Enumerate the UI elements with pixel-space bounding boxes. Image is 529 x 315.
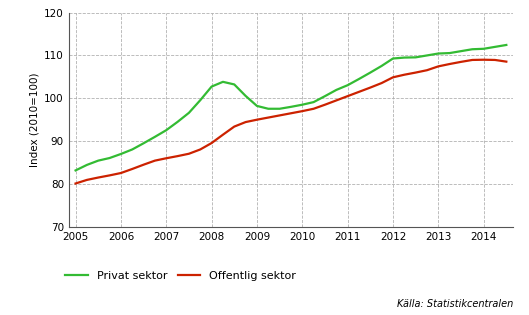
Privat sektor (458, 49, 464, 53)
Offentlig sektor (277, 113, 283, 117)
Privat sektor (208, 85, 215, 89)
Offentlig sektor (152, 159, 158, 163)
Offentlig sektor (413, 71, 419, 74)
Offentlig sektor (118, 171, 124, 175)
Privat sektor (503, 43, 509, 47)
Privat sektor (242, 94, 249, 98)
Offentlig sektor (311, 107, 317, 111)
Privat sektor (95, 159, 102, 163)
Offentlig sektor (140, 163, 147, 167)
Offentlig sektor (299, 109, 305, 113)
Privat sektor (311, 100, 317, 104)
Offentlig sektor (163, 156, 169, 160)
Offentlig sektor (390, 75, 396, 79)
Privat sektor (288, 105, 294, 109)
Privat sektor (220, 80, 226, 84)
Offentlig sektor (367, 86, 373, 89)
Privat sektor (333, 88, 340, 92)
Offentlig sektor (254, 118, 260, 122)
Offentlig sektor (344, 94, 351, 98)
Offentlig sektor (186, 152, 192, 156)
Line: Offentlig sektor: Offentlig sektor (76, 60, 506, 184)
Privat sektor (480, 47, 487, 51)
Line: Privat sektor: Privat sektor (76, 45, 506, 170)
Privat sektor (163, 128, 169, 132)
Privat sektor (469, 47, 476, 51)
Privat sektor (277, 107, 283, 111)
Privat sektor (175, 120, 181, 124)
Privat sektor (356, 77, 362, 81)
Offentlig sektor (424, 68, 430, 72)
Offentlig sektor (480, 58, 487, 62)
Privat sektor (265, 107, 271, 111)
Offentlig sektor (208, 141, 215, 145)
Privat sektor (186, 111, 192, 115)
Offentlig sektor (356, 90, 362, 94)
Privat sektor (322, 94, 328, 98)
Privat sektor (299, 103, 305, 106)
Offentlig sektor (242, 120, 249, 124)
Privat sektor (378, 64, 385, 68)
Privat sektor (435, 52, 442, 55)
Offentlig sektor (322, 103, 328, 106)
Offentlig sektor (95, 176, 102, 180)
Privat sektor (446, 51, 453, 55)
Offentlig sektor (458, 60, 464, 64)
Privat sektor (197, 98, 204, 102)
Privat sektor (424, 54, 430, 57)
Privat sektor (492, 45, 498, 49)
Offentlig sektor (231, 125, 238, 129)
Privat sektor (413, 55, 419, 59)
Offentlig sektor (333, 99, 340, 102)
Privat sektor (84, 163, 90, 167)
Y-axis label: Index (2010=100): Index (2010=100) (30, 72, 40, 167)
Privat sektor (367, 71, 373, 74)
Privat sektor (254, 104, 260, 108)
Offentlig sektor (72, 182, 79, 186)
Offentlig sektor (106, 174, 113, 177)
Offentlig sektor (220, 133, 226, 137)
Offentlig sektor (503, 60, 509, 64)
Offentlig sektor (378, 81, 385, 85)
Privat sektor (401, 56, 407, 60)
Privat sektor (118, 152, 124, 156)
Privat sektor (106, 156, 113, 160)
Legend: Privat sektor, Offentlig sektor: Privat sektor, Offentlig sektor (66, 271, 296, 281)
Privat sektor (140, 141, 147, 145)
Text: Källa: Statistikcentralen: Källa: Statistikcentralen (397, 299, 513, 309)
Privat sektor (344, 83, 351, 87)
Offentlig sektor (175, 154, 181, 158)
Offentlig sektor (84, 178, 90, 182)
Offentlig sektor (469, 58, 476, 62)
Offentlig sektor (435, 65, 442, 68)
Offentlig sektor (446, 62, 453, 66)
Privat sektor (390, 57, 396, 60)
Privat sektor (129, 147, 135, 151)
Privat sektor (72, 169, 79, 172)
Offentlig sektor (288, 112, 294, 115)
Offentlig sektor (265, 116, 271, 119)
Offentlig sektor (129, 167, 135, 171)
Offentlig sektor (492, 58, 498, 62)
Privat sektor (231, 83, 238, 86)
Offentlig sektor (401, 73, 407, 77)
Privat sektor (152, 135, 158, 139)
Offentlig sektor (197, 147, 204, 151)
